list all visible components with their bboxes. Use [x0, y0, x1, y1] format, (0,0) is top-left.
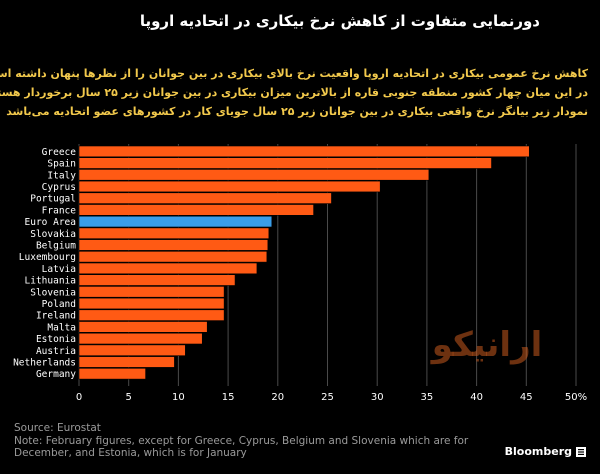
- category-labels: GreeceSpainItalyCyprusPortugalFranceEuro…: [13, 147, 76, 380]
- bar: [78, 274, 236, 286]
- footnote-line-2: December, and Estonia, which is for Janu…: [14, 447, 247, 459]
- category-label: Italy: [47, 170, 76, 181]
- bar: [78, 344, 186, 356]
- category-label: Luxembourg: [19, 252, 76, 263]
- bar: [78, 356, 175, 368]
- category-label: Lithuania: [25, 276, 76, 287]
- bar: [78, 332, 203, 345]
- x-tick-label: 15: [222, 392, 235, 403]
- bar: [78, 157, 492, 169]
- category-label: Portugal: [30, 194, 76, 205]
- bar: [78, 262, 258, 275]
- bar: [78, 227, 270, 239]
- source-note: Source: Eurostat: [14, 422, 101, 434]
- category-label: Belgium: [36, 241, 76, 252]
- bloomberg-icon: [576, 446, 586, 457]
- bar: [78, 169, 430, 181]
- bar: [78, 309, 225, 321]
- x-tick-label: 50%: [565, 392, 587, 403]
- bar-highlight: [78, 215, 273, 228]
- bar: [78, 192, 332, 204]
- category-label: Netherlands: [13, 358, 76, 369]
- x-tick-label: 5: [126, 392, 132, 403]
- category-label: Poland: [42, 299, 76, 310]
- chart-description: کاهش نرخ عمومی بیکاری در اتحادیه اروپا و…: [0, 64, 588, 121]
- category-label: Latvia: [42, 264, 76, 275]
- chart-footer: Source: Eurostat Note: February figures,…: [14, 422, 574, 460]
- bar: [78, 321, 208, 333]
- description-line-3: نمودار زیر بیانگر نرخ واقعی بیکاری در بی…: [6, 105, 588, 118]
- description-line-2: در این میان چهار کشور منطقه جنوبی قاره ا…: [0, 86, 588, 99]
- bar: [78, 297, 225, 310]
- category-label: Austria: [36, 346, 76, 357]
- description-line-1: کاهش نرخ عمومی بیکاری در اتحادیه اروپا و…: [0, 67, 588, 80]
- x-tick-labels: 0 5 10 15 20 25 30 35 40 45 50%: [76, 392, 587, 403]
- x-tick-label: 45: [520, 392, 533, 403]
- watermark-logo: ارانیکو: [430, 325, 543, 365]
- bar: [78, 367, 146, 380]
- category-label: Ireland: [36, 311, 76, 322]
- x-tick-label: 20: [271, 392, 284, 403]
- x-tick-label: 40: [470, 392, 483, 403]
- x-tick-label: 10: [172, 392, 185, 403]
- bars: [78, 145, 530, 380]
- category-label: Germany: [36, 369, 76, 380]
- footnote-line-1: Note: February figures, except for Greec…: [14, 434, 469, 447]
- brand-mark: Bloomberg: [505, 445, 586, 458]
- category-label: Slovakia: [30, 229, 76, 240]
- bar: [78, 239, 269, 251]
- bar: [78, 286, 225, 298]
- brand-name: Bloomberg: [504, 445, 572, 458]
- category-label: Estonia: [36, 334, 76, 345]
- category-label: Malta: [47, 322, 76, 333]
- x-tick-label: 25: [321, 392, 334, 403]
- page-title: دورنمایی متفاوت از کاهش نرخ بیکاری در ات…: [139, 12, 540, 30]
- bar: [78, 145, 530, 158]
- category-label: Slovenia: [30, 287, 76, 298]
- bar: [78, 180, 381, 193]
- category-label: Euro Area: [25, 217, 76, 228]
- category-label: Cyprus: [42, 182, 76, 193]
- x-tick-label: 0: [76, 392, 82, 403]
- bar: [78, 251, 268, 263]
- category-label: France: [42, 205, 77, 216]
- x-tick-label: 30: [371, 392, 384, 403]
- x-tick-label: 35: [421, 392, 434, 403]
- category-label: Spain: [47, 159, 76, 170]
- bar: [78, 204, 314, 216]
- watermark-text: ارانیکو: [430, 325, 543, 365]
- category-label: Greece: [42, 147, 77, 158]
